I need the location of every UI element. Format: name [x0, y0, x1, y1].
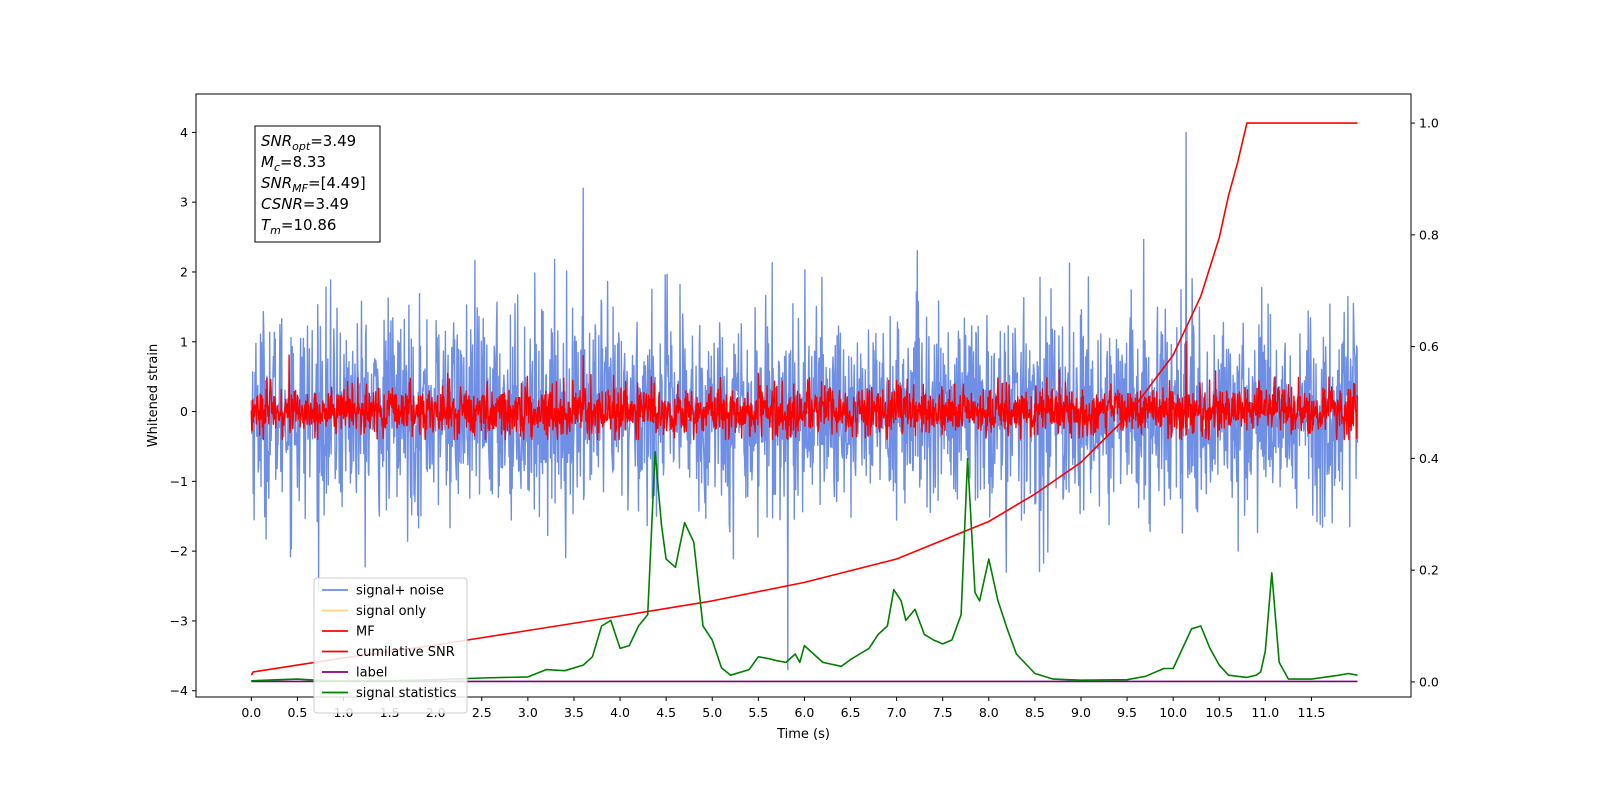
legend-frame — [313, 577, 468, 714]
legend-label-cumilative-snr: cumilative SNR — [356, 645, 455, 660]
legend-label-signal-noise: signal+ noise — [356, 584, 444, 599]
x-tick-label: 3.0 — [518, 705, 538, 720]
y-axis-right: 1.0 0.8 0.6 0.4 0.2 0.0 — [1411, 116, 1439, 689]
x-tick-label: 4.0 — [610, 705, 630, 720]
x-tick-label: 9.0 — [1071, 705, 1091, 720]
x-tick-label: 9.5 — [1117, 705, 1137, 720]
x-tick-label: 6.5 — [841, 705, 861, 720]
y-tick-label: 1 — [180, 334, 188, 349]
series-signal-noise — [250, 131, 1359, 671]
y2-tick-label: 0.8 — [1419, 227, 1439, 242]
y2-tick-label: 1.0 — [1419, 116, 1439, 131]
legend-label-label: label — [356, 666, 387, 681]
x-tick-label: 5.5 — [748, 705, 768, 720]
y2-tick-label: 0.4 — [1419, 451, 1439, 466]
legend-label-signal-statistics: signal statistics — [356, 686, 457, 701]
annotation-line: Mc=8.33 — [261, 153, 326, 174]
legend-label-signal-only: signal only — [356, 604, 426, 619]
x-tick-label: 7.0 — [887, 705, 907, 720]
annotation-line: CSNR=3.49 — [261, 195, 349, 213]
x-tick-label: 8.0 — [979, 705, 999, 720]
x-tick-label: 10.0 — [1159, 705, 1187, 720]
axes-frame — [195, 93, 1412, 698]
y-axis-label: Whitened strain — [146, 344, 161, 447]
x-tick-label: 0.0 — [241, 705, 261, 720]
y-tick-label: 4 — [180, 125, 188, 140]
y-tick-label: −3 — [170, 613, 188, 628]
x-tick-label: 2.5 — [472, 705, 492, 720]
x-tick-label: 4.5 — [656, 705, 676, 720]
x-tick-label: 7.5 — [933, 705, 953, 720]
x-tick-label: 6.0 — [794, 705, 814, 720]
y-tick-label: −1 — [170, 474, 188, 489]
y-tick-label: 0 — [180, 404, 188, 419]
x-tick-label: 11.5 — [1298, 705, 1326, 720]
legend-label-mf: MF — [356, 625, 375, 640]
y-tick-label: 2 — [180, 264, 188, 279]
x-axis-label: Time (s) — [776, 727, 830, 742]
x-tick-label: 10.5 — [1205, 705, 1233, 720]
y-tick-label: −4 — [170, 683, 188, 698]
x-tick-label: 5.0 — [702, 705, 722, 720]
y-tick-label: 3 — [180, 195, 188, 210]
x-tick-label: 0.5 — [287, 705, 307, 720]
series-signal-statistics — [251, 450, 1358, 682]
x-tick-label: 3.5 — [564, 705, 584, 720]
y-axis-left: 4 3 2 1 0 −1 −2 −3 −4 — [170, 125, 196, 698]
y2-tick-label: 0.2 — [1419, 563, 1439, 578]
y2-tick-label: 0.0 — [1419, 674, 1439, 689]
annotation-line: SNRopt=3.49 — [261, 132, 356, 153]
series-mf — [250, 341, 1359, 441]
legend: signal+ noise signal only MF cumilative SNR… — [313, 577, 468, 714]
y-tick-label: −2 — [170, 544, 188, 559]
x-tick-label: 8.5 — [1025, 705, 1045, 720]
x-tick-label: 11.0 — [1251, 705, 1279, 720]
annotation-line: SNRMF=[4.49] — [261, 174, 366, 195]
annotation-box-frame — [254, 125, 381, 243]
annotation-line: Tm=10.86 — [261, 216, 336, 237]
y2-tick-label: 0.6 — [1419, 339, 1439, 354]
